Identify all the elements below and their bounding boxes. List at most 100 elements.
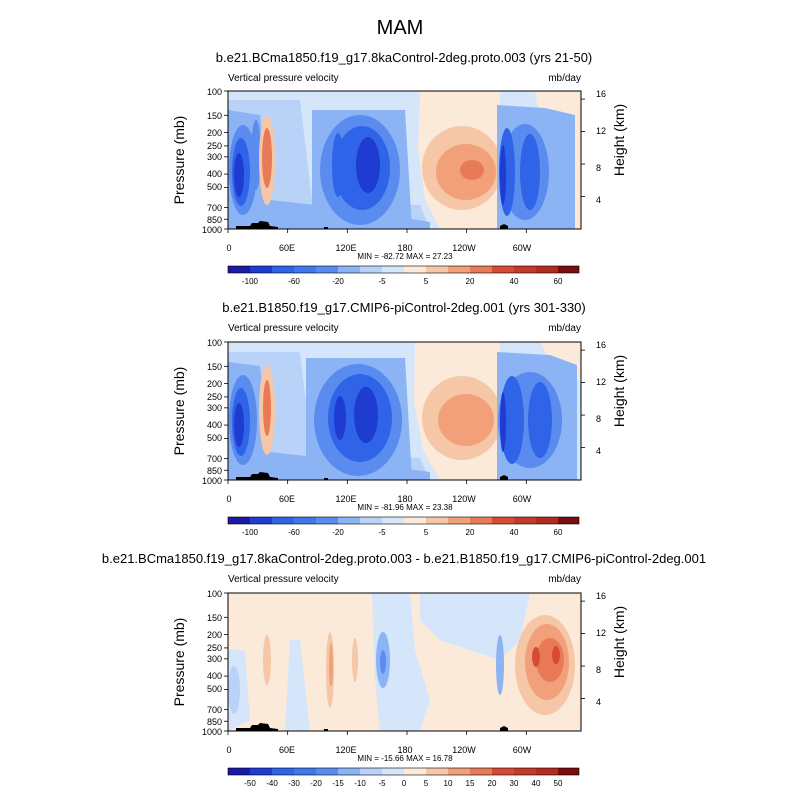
panel-1-contour-blue-am-4 bbox=[500, 145, 506, 205]
panel-3-contour-blue-left-core bbox=[228, 666, 240, 714]
panel-1-units-label: mb/day bbox=[548, 73, 581, 84]
panel-1-ytick-200: 200 bbox=[207, 128, 222, 138]
panel-1-x-axis: 0 60E 120E 180 120W 60W bbox=[226, 243, 531, 253]
panel-1-contour-blue-d bbox=[251, 120, 261, 190]
panel-2-xtick-180: 180 bbox=[397, 494, 412, 504]
panel-3-xtick-60w: 60W bbox=[513, 745, 532, 755]
panel-2-units-label: mb/day bbox=[548, 323, 581, 334]
panel-1-contour-blue-c bbox=[234, 153, 244, 197]
panel-1-contour-blue-mc-5 bbox=[332, 133, 344, 197]
panel-3-y-axis: Pressure (mb) 100 150 200 250 300 400 50… bbox=[171, 589, 222, 737]
panel-2-topography bbox=[236, 472, 508, 480]
panel-1-xtick-180: 180 bbox=[397, 243, 412, 253]
panel-2-xtick-60w: 60W bbox=[513, 494, 532, 504]
panel-3-ytick-300: 300 bbox=[207, 654, 222, 664]
panel-1-ytick-150: 150 bbox=[207, 111, 222, 121]
panel-2-ytick-150: 150 bbox=[207, 362, 222, 372]
panel-2-contour-blue-mc-5 bbox=[334, 396, 346, 440]
panel-3-contour-orange-am-5 bbox=[552, 646, 560, 664]
panel-3-cb-label-9: 10 bbox=[444, 779, 453, 788]
panel-1-y-axis-title: Pressure (mb) bbox=[171, 116, 187, 205]
panel-1-minmax: MIN = -82.72 MAX = 27.23 bbox=[357, 252, 453, 261]
panel-3-cb-label-0: -50 bbox=[244, 779, 256, 788]
panel-2-ytick-850: 850 bbox=[207, 466, 222, 476]
panel-2-contour-blue-west-2 bbox=[228, 362, 430, 480]
panel-2-contour-blue-west bbox=[228, 352, 430, 480]
panel-2-cb-label-0: -100 bbox=[242, 528, 259, 537]
panel-1-contour-blue-west-2 bbox=[228, 110, 430, 229]
panel-2-contour-orange-core-2 bbox=[438, 394, 494, 446]
panel-3-title: b.e21.BCma1850.f19_g17.8kaControl-2deg.p… bbox=[102, 551, 706, 566]
panel-2-xtick-120w: 120W bbox=[452, 494, 476, 504]
panel-1-y2tick-4: 4 bbox=[596, 195, 601, 205]
panel-1-contour-blue-mc-4 bbox=[356, 137, 380, 193]
panel-1-y2tick-12: 12 bbox=[596, 126, 606, 136]
panel-1-contour-blue-west bbox=[228, 100, 430, 229]
panel-2-frame bbox=[227, 341, 582, 481]
panel-3: b.e21.BCma1850.f19_g17.8kaControl-2deg.p… bbox=[102, 551, 706, 788]
panel-1-ytick-500: 500 bbox=[207, 182, 222, 192]
panel-1-contour-red-40e-2 bbox=[262, 128, 272, 188]
panel-1-y2-axis-title: Height (km) bbox=[611, 104, 627, 176]
panel-2-cb-label-6: 40 bbox=[510, 528, 519, 537]
panel-1-colorbar-swatches bbox=[227, 265, 580, 274]
panel-3-ytick-850: 850 bbox=[207, 717, 222, 727]
panel-1-cb-label-5: 20 bbox=[466, 277, 475, 286]
panel-3-xtick-120w: 120W bbox=[452, 745, 476, 755]
panel-3-y2-axis-title: Height (km) bbox=[611, 606, 627, 678]
panel-1-y-axis: Pressure (mb) 100 150 200 250 300 400 50… bbox=[171, 87, 222, 235]
panel-3-cb-label-6: -5 bbox=[378, 779, 386, 788]
panel-2-variable-label: Vertical pressure velocity bbox=[228, 323, 339, 334]
panel-2-y2-axis-title: Height (km) bbox=[611, 355, 627, 427]
panel-3-y2tick-8: 8 bbox=[596, 665, 601, 675]
panel-1-y2tick-16: 16 bbox=[596, 89, 606, 99]
panel-3-cb-label-13: 40 bbox=[532, 779, 541, 788]
panel-2-cb-label-5: 20 bbox=[466, 528, 475, 537]
panel-3-cb-label-14: 50 bbox=[554, 779, 563, 788]
panel-3-cb-label-8: 5 bbox=[424, 779, 429, 788]
panel-3-cb-label-11: 20 bbox=[488, 779, 497, 788]
panel-1-ytick-850: 850 bbox=[207, 215, 222, 225]
panel-3-contour-orange-r2 bbox=[329, 643, 333, 687]
panel-2-colorbar: -100 -60 -20 -5 5 20 40 60 bbox=[227, 516, 580, 537]
panel-1-contour-blue-am-5 bbox=[520, 134, 540, 210]
panel-3-cb-label-2: -30 bbox=[288, 779, 300, 788]
panel-2-ytick-250: 250 bbox=[207, 392, 222, 402]
panel-1-y2-axis: Height (km) 16 12 8 4 bbox=[596, 89, 627, 205]
panel-3-ytick-250: 250 bbox=[207, 643, 222, 653]
panel-3-xtick-120e: 120E bbox=[335, 745, 356, 755]
panel-1-cb-label-6: 40 bbox=[510, 277, 519, 286]
panel-1-ytick-100: 100 bbox=[207, 87, 222, 97]
panel-3-ytick-150: 150 bbox=[207, 613, 222, 623]
panel-1-ytick-1000: 1000 bbox=[202, 225, 222, 235]
panel-1-ytick-700: 700 bbox=[207, 203, 222, 213]
panel-1-ytick-400: 400 bbox=[207, 169, 222, 179]
panel-3-y2tick-16: 16 bbox=[596, 591, 606, 601]
panel-3-xtick-60e: 60E bbox=[279, 745, 295, 755]
panel-2-cb-label-4: 5 bbox=[424, 528, 429, 537]
panel-2-xtick-0: 0 bbox=[226, 494, 231, 504]
panel-3-contour-orange-r3 bbox=[263, 635, 271, 685]
panel-2-cb-label-1: -60 bbox=[288, 528, 300, 537]
panel-2-ytick-100: 100 bbox=[207, 338, 222, 348]
panel-2-contour-red-40e-2 bbox=[263, 380, 271, 436]
panel-3-ytick-500: 500 bbox=[207, 684, 222, 694]
panel-2-plot-area bbox=[227, 341, 582, 481]
panel-1: b.e21.BCma1850.f19_g17.8kaControl-2deg.p… bbox=[171, 50, 627, 286]
panel-2-y-axis-title: Pressure (mb) bbox=[171, 367, 187, 456]
panel-3-ytick-200: 200 bbox=[207, 630, 222, 640]
panel-2-ytick-500: 500 bbox=[207, 433, 222, 443]
panel-2-cb-label-3: -5 bbox=[378, 528, 386, 537]
panel-2-minmax: MIN = -81.96 MAX = 23.38 bbox=[357, 503, 453, 512]
panel-1-xtick-120e: 120E bbox=[335, 243, 356, 253]
panel-3-contour-blue-pacific bbox=[372, 593, 430, 731]
panel-2-ytick-300: 300 bbox=[207, 403, 222, 413]
panel-3-cb-label-12: 30 bbox=[510, 779, 519, 788]
panel-3-y-axis-title: Pressure (mb) bbox=[171, 618, 187, 707]
panel-2-contour-blue-am-3 bbox=[500, 376, 524, 464]
panel-3-minmax: MIN = -15.66 MAX = 16.78 bbox=[357, 754, 453, 763]
panel-1-topography bbox=[236, 221, 508, 229]
panel-1-ytick-250: 250 bbox=[207, 141, 222, 151]
panel-3-cb-label-5: -10 bbox=[354, 779, 366, 788]
panel-3-cb-label-7: 0 bbox=[402, 779, 407, 788]
